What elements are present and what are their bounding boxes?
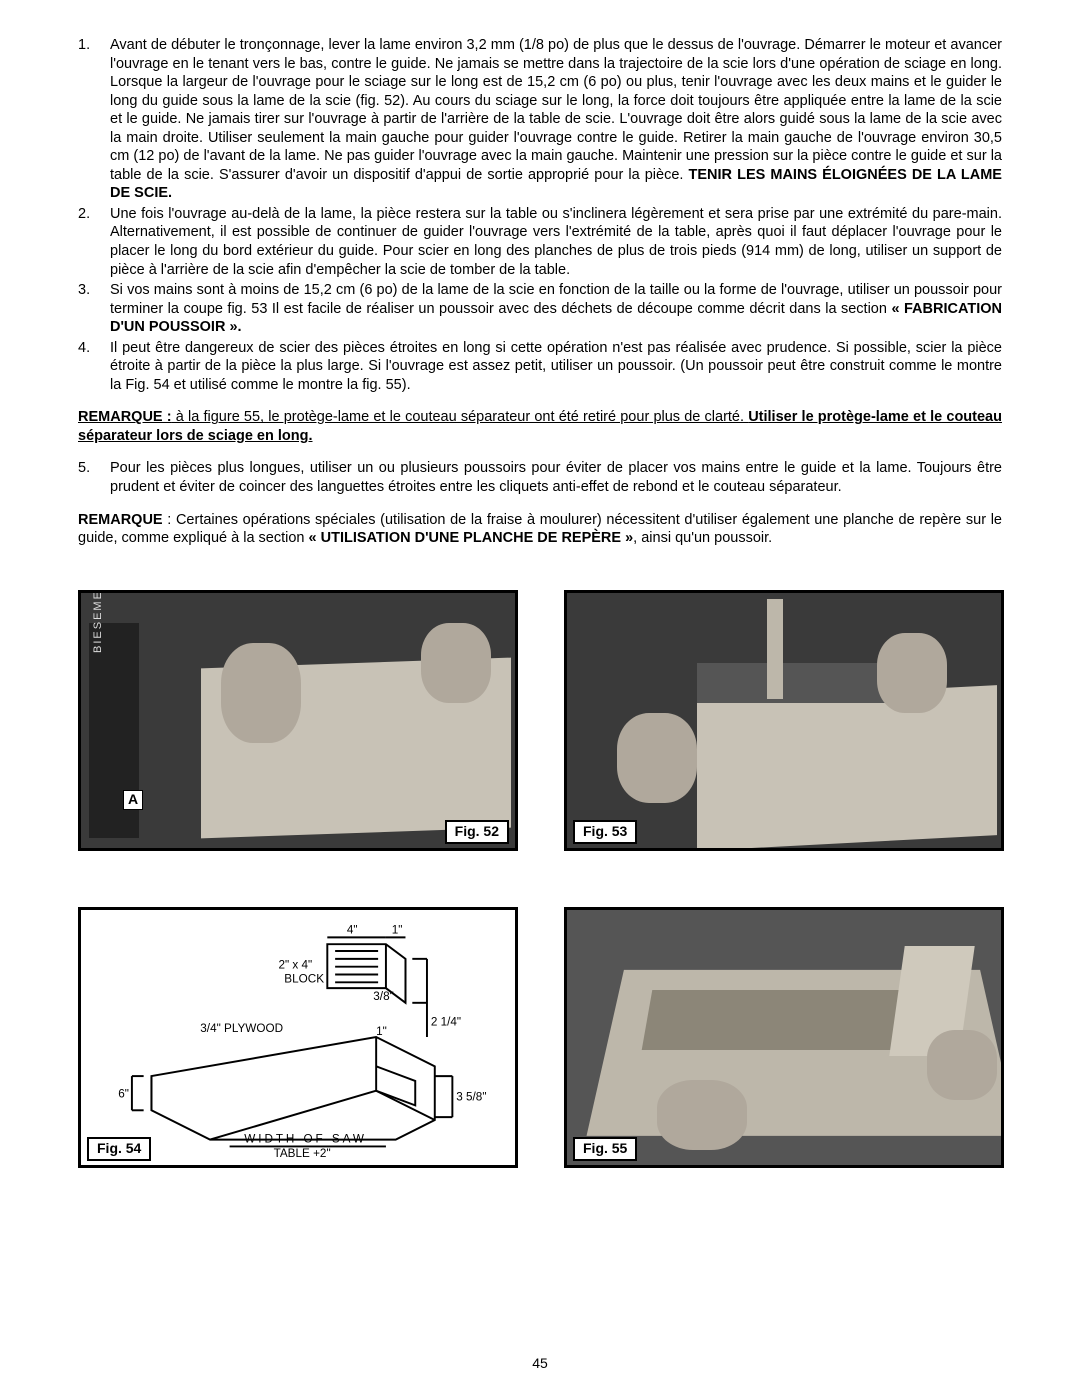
item-number: 3. bbox=[78, 281, 110, 300]
list-item: 5. Pour les pièces plus longues, utilise… bbox=[78, 459, 1002, 496]
item-text: Une fois l'ouvrage au-delà de la lame, l… bbox=[110, 206, 1002, 278]
instruction-list-cont: 5. Pour les pièces plus longues, utilise… bbox=[78, 459, 1002, 496]
dim-text: 3/4" PLYWOOD bbox=[200, 1022, 283, 1035]
fence-brand-text: BIESEMEYER bbox=[91, 590, 105, 653]
remark-text-a: à la figure 55, le protège-lame et le co… bbox=[172, 409, 749, 425]
list-item: 4. Il peut être dangereux de scier des p… bbox=[78, 339, 1002, 395]
item-text: Il peut être dangereux de scier des pièc… bbox=[110, 340, 1002, 393]
list-item: 2. Une fois l'ouvrage au-delà de la lame… bbox=[78, 205, 1002, 279]
item-number: 1. bbox=[78, 36, 110, 55]
dim-text: 1" bbox=[392, 923, 403, 936]
item-text: Si vos mains sont à moins de 15,2 cm (6 … bbox=[110, 282, 1002, 317]
dim-text: 3/8" bbox=[373, 990, 393, 1003]
push-stick-diagram: 4" 1" 2" x 4" BLOCK 3/8" 2 1/4" 3/4" PLY… bbox=[81, 910, 515, 1165]
dim-text: TABLE +2" bbox=[274, 1147, 331, 1160]
dim-text: WIDTH OF SAW bbox=[244, 1132, 367, 1145]
remark-label: REMARQUE bbox=[78, 512, 163, 528]
dim-text: 6" bbox=[118, 1087, 129, 1100]
dim-text: 2" x 4" bbox=[278, 958, 312, 971]
figure-row-1: BIESEMEYER A Fig. 52 Fig. 53 bbox=[78, 590, 1002, 851]
dim-text: 3 5/8" bbox=[456, 1090, 486, 1103]
marker-a: A bbox=[123, 790, 143, 810]
page-number: 45 bbox=[0, 1355, 1080, 1373]
figure-53: Fig. 53 bbox=[564, 590, 1004, 851]
figure-label: Fig. 55 bbox=[573, 1137, 637, 1161]
remark-2: REMARQUE : Certaines opérations spéciale… bbox=[78, 511, 1002, 548]
dim-text: 1" bbox=[376, 1025, 387, 1038]
remark-1: REMARQUE : à la figure 55, le protège-la… bbox=[78, 408, 1002, 445]
item-text: Pour les pièces plus longues, utiliser u… bbox=[110, 460, 1002, 495]
remark-label: REMARQUE : bbox=[78, 409, 172, 425]
figure-54: 4" 1" 2" x 4" BLOCK 3/8" 2 1/4" 3/4" PLY… bbox=[78, 907, 518, 1168]
instruction-list: 1. Avant de débuter le tronçonnage, leve… bbox=[78, 36, 1002, 394]
item-body: Une fois l'ouvrage au-delà de la lame, l… bbox=[110, 205, 1002, 279]
dim-text: BLOCK bbox=[284, 972, 324, 985]
remark-bold-b: « UTILISATION D'UNE PLANCHE DE REPÈRE » bbox=[309, 530, 634, 546]
figure-label: Fig. 52 bbox=[445, 820, 509, 844]
figure-row-2: 4" 1" 2" x 4" BLOCK 3/8" 2 1/4" 3/4" PLY… bbox=[78, 907, 1002, 1168]
item-number: 2. bbox=[78, 205, 110, 224]
item-body: Il peut être dangereux de scier des pièc… bbox=[110, 339, 1002, 395]
dim-text: 2 1/4" bbox=[431, 1015, 461, 1028]
item-number: 5. bbox=[78, 459, 110, 478]
figure-label: Fig. 54 bbox=[87, 1137, 151, 1161]
item-text: Avant de débuter le tronçonnage, lever l… bbox=[110, 37, 1002, 183]
figure-52: BIESEMEYER A Fig. 52 bbox=[78, 590, 518, 851]
item-body: Si vos mains sont à moins de 15,2 cm (6 … bbox=[110, 281, 1002, 337]
item-number: 4. bbox=[78, 339, 110, 358]
figure-label: Fig. 53 bbox=[573, 820, 637, 844]
list-item: 3. Si vos mains sont à moins de 15,2 cm … bbox=[78, 281, 1002, 337]
item-body: Avant de débuter le tronçonnage, lever l… bbox=[110, 36, 1002, 203]
item-body: Pour les pièces plus longues, utiliser u… bbox=[110, 459, 1002, 496]
remark-text-c: , ainsi qu'un poussoir. bbox=[633, 530, 772, 546]
list-item: 1. Avant de débuter le tronçonnage, leve… bbox=[78, 36, 1002, 203]
figure-55: Fig. 55 bbox=[564, 907, 1004, 1168]
dim-text: 4" bbox=[347, 923, 358, 936]
